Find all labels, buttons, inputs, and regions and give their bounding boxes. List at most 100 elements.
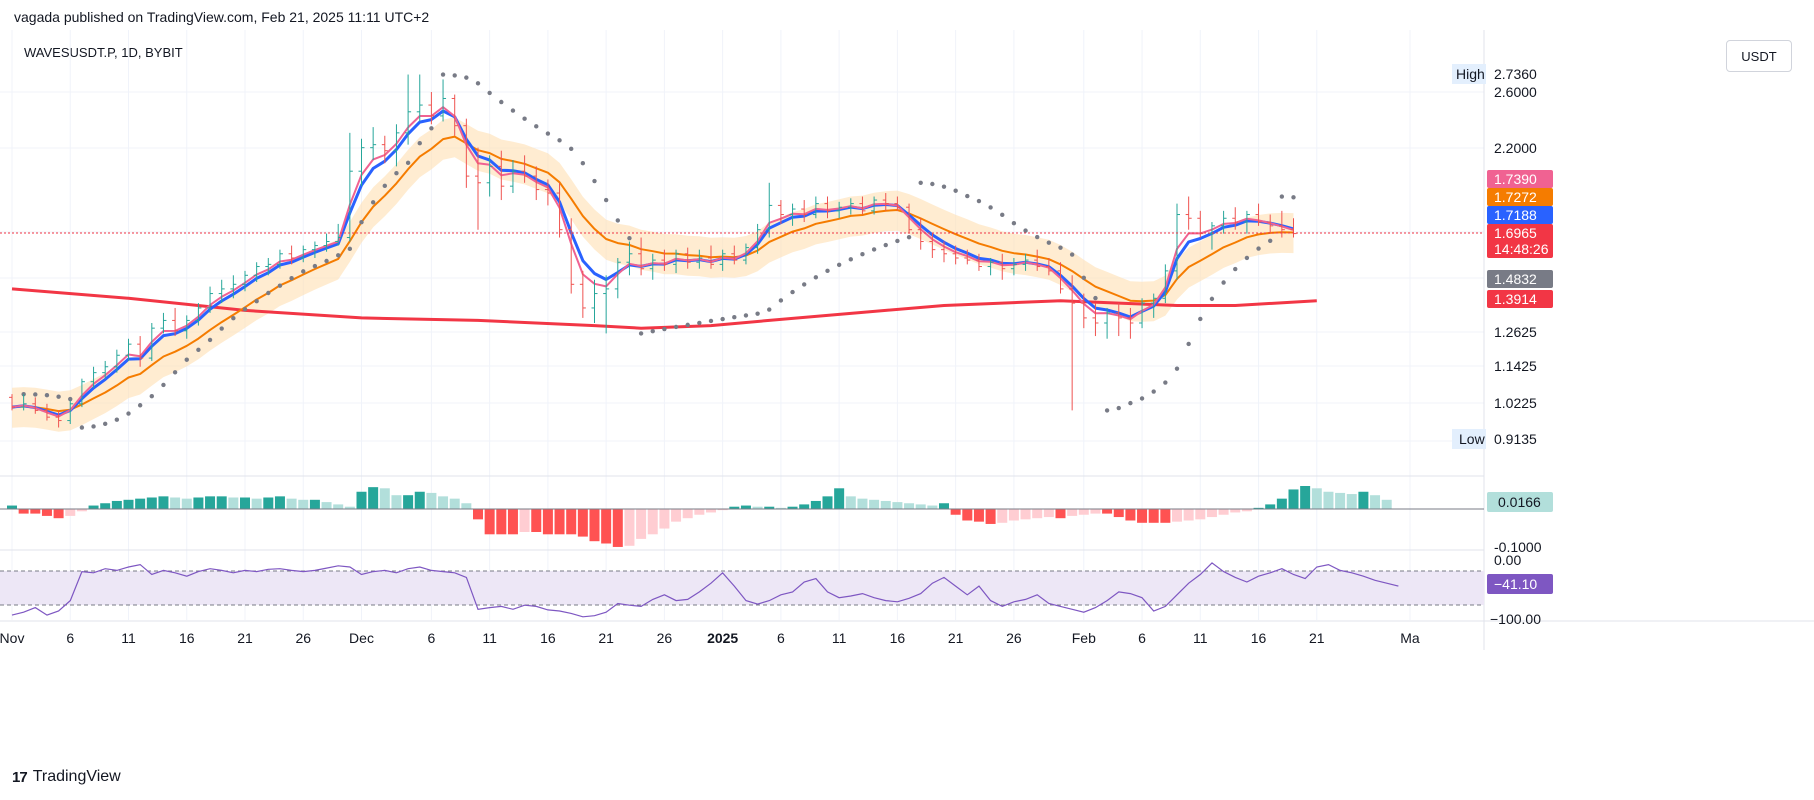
macd-bar (566, 509, 577, 535)
macd-bar (519, 509, 530, 532)
high-label-bg (1452, 64, 1486, 84)
sar-dot (464, 75, 469, 80)
ema-orange-path (11, 135, 1294, 413)
time-tick: Dec (349, 630, 374, 646)
sar-dot (1186, 341, 1191, 347)
macd-bar (845, 496, 856, 509)
macd-bar (438, 496, 449, 509)
macd-bar (41, 509, 52, 516)
macd-bar (962, 509, 973, 521)
sar-dot (394, 171, 399, 176)
macd-bar (7, 505, 17, 509)
symbol-label[interactable]: WAVESUSDT.P, 1D, BYBIT (24, 45, 183, 60)
time-tick: 21 (948, 630, 964, 646)
macd-bar (1078, 509, 1089, 515)
sar-dot (569, 146, 574, 152)
macd-bar (1300, 486, 1311, 509)
sar-dot (429, 126, 434, 131)
macd-bar (1288, 489, 1299, 509)
macd-bar (1008, 509, 1019, 521)
macd-bar (950, 509, 961, 515)
sar-dot (1011, 221, 1017, 226)
price-tag-value: 1.6965 (1494, 225, 1537, 241)
ema-orange-line (11, 135, 1294, 413)
time-tick: 2025 (707, 630, 738, 646)
macd-bar (834, 488, 845, 509)
sar-dot (627, 235, 632, 241)
sar-dot (242, 306, 248, 312)
macd-bar (1032, 509, 1043, 519)
macd-bar (1253, 507, 1264, 509)
sar-dot (755, 311, 760, 316)
macd-bar (1311, 488, 1322, 509)
macd-bar (706, 509, 716, 513)
sar-dot (417, 141, 422, 146)
macd-bar (857, 498, 868, 509)
price-chart[interactable]: Nov 6 11 16 21 26 Dec 6 11 16 21 26 2025 6 11 16 21 26 Feb… (0, 0, 1814, 760)
rsi-line (11, 562, 1399, 618)
sar-dot (382, 183, 387, 189)
sar-dot (68, 396, 73, 402)
sar-dot (1198, 316, 1203, 322)
macd-bar (1183, 509, 1194, 521)
time-tick: 21 (598, 630, 614, 646)
macd-bar (263, 497, 274, 509)
macd-bar (1276, 498, 1287, 509)
countdown: 14:48:26 (1494, 241, 1549, 257)
macd-bar (507, 509, 518, 535)
sar-dot (720, 316, 725, 322)
sar-dot (545, 131, 551, 136)
macd-bar (170, 497, 181, 509)
macd-bar (997, 509, 1008, 523)
low-label-bg (1452, 429, 1486, 449)
macd-bar (752, 506, 763, 509)
macd-bar (1113, 509, 1124, 518)
sar-dot (103, 421, 108, 427)
macd-bar (391, 495, 402, 509)
macd-bar (1043, 509, 1054, 518)
sar-dot (988, 205, 993, 210)
rsi-tag (1487, 574, 1553, 594)
currency-button[interactable]: USDT (1726, 40, 1792, 72)
price-tag (1487, 170, 1553, 188)
sar-dot (172, 370, 178, 375)
sar-dot (883, 242, 888, 248)
macd-bar (461, 503, 472, 509)
price-tag-value: 1.7188 (1494, 207, 1537, 223)
macd-bar (973, 509, 984, 522)
macd-bar (1218, 509, 1229, 515)
sar-dot (697, 320, 702, 326)
macd-bar (601, 509, 612, 544)
macd-bar (694, 509, 705, 515)
sar-dot (219, 326, 224, 331)
macd-bar (228, 497, 239, 509)
macd-bar (193, 497, 204, 509)
macd-bar (787, 506, 798, 509)
macd-bar (915, 504, 926, 509)
macd-bar (30, 509, 41, 514)
time-tick: 11 (482, 630, 497, 646)
macd-bar (403, 495, 414, 509)
time-tick: 16 (179, 630, 195, 646)
sar-dot (499, 99, 504, 105)
macd-bar (53, 509, 64, 519)
sar-dot (1279, 194, 1285, 199)
macd-bar (1148, 509, 1159, 523)
macd-bar (1335, 492, 1346, 509)
macd-bar (1090, 509, 1101, 514)
macd-bar (682, 509, 693, 519)
macd-pane (0, 486, 1484, 547)
macd-bar (1160, 509, 1171, 523)
sar-dot (1035, 234, 1040, 240)
price-tick: 1.1425 (1494, 358, 1537, 374)
macd-bar (333, 504, 344, 509)
macd-bar (892, 502, 903, 509)
macd-bar (671, 509, 682, 522)
macd-bar (321, 502, 332, 509)
price-tag-value: 1.7272 (1494, 189, 1537, 205)
tradingview-footer[interactable]: 17 TradingView (12, 768, 121, 786)
macd-bar (647, 509, 658, 535)
macd-bar (636, 509, 647, 539)
macd-bar (577, 509, 588, 537)
sar-dot (534, 124, 539, 129)
